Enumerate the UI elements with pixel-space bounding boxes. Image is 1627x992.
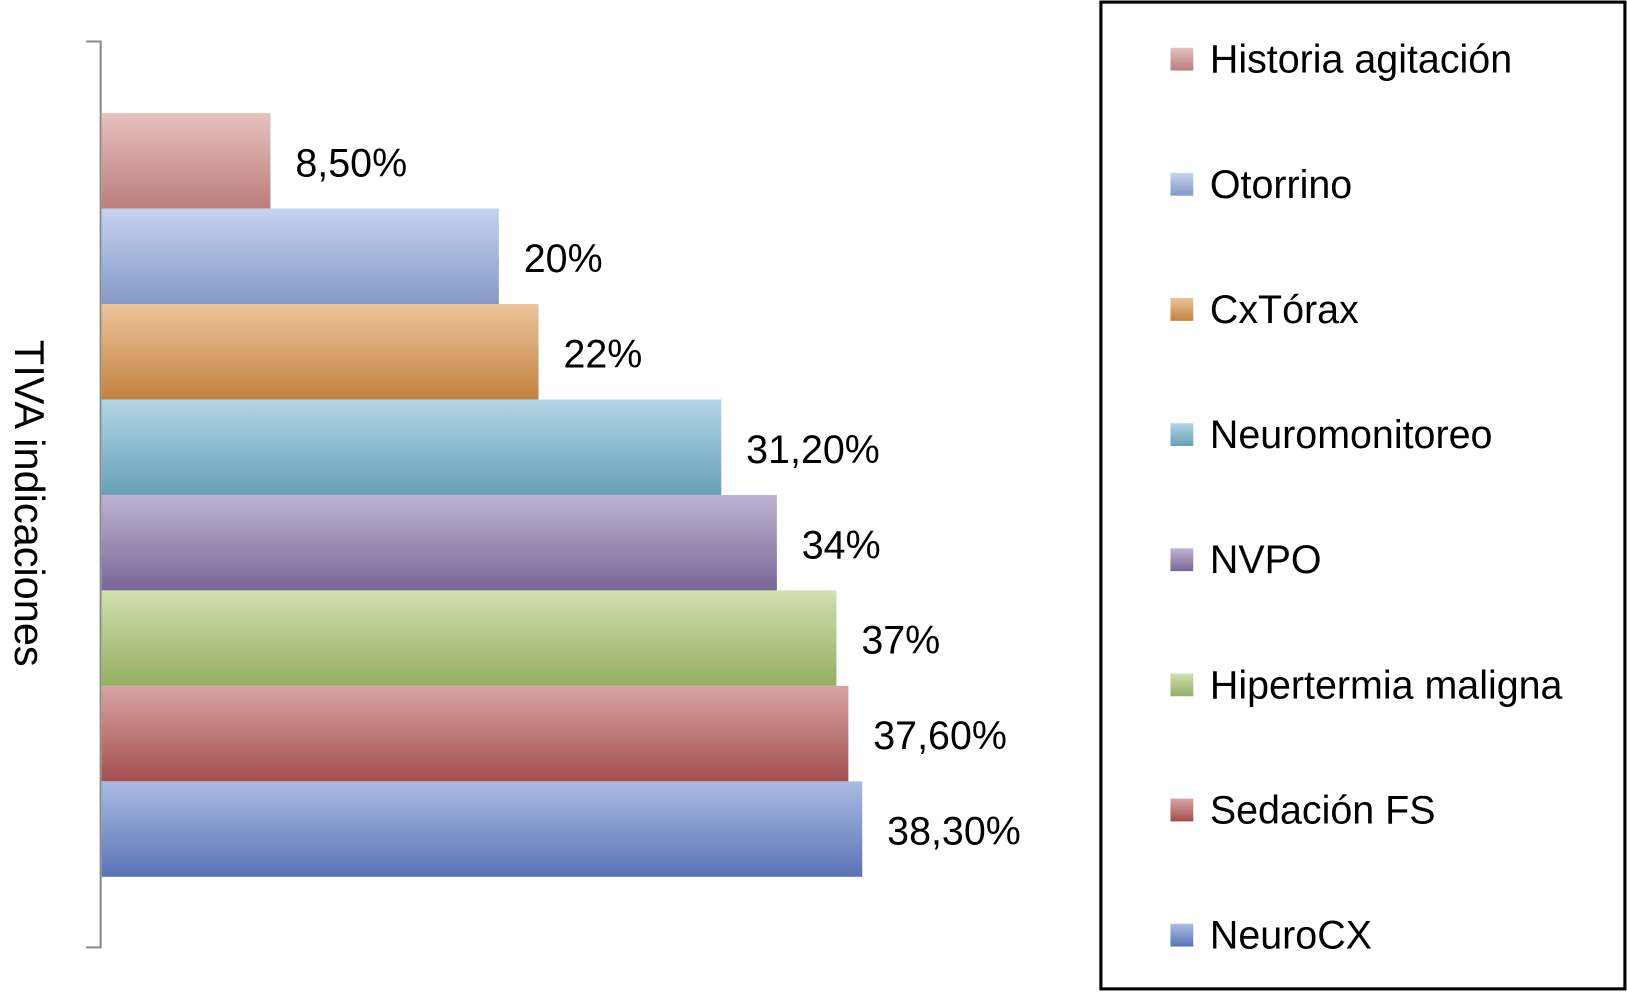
value-label: 37% bbox=[861, 619, 940, 663]
legend-swatch bbox=[1170, 923, 1194, 947]
value-label: 8,50% bbox=[295, 141, 407, 185]
legend-swatch bbox=[1170, 47, 1194, 71]
bar bbox=[101, 113, 271, 209]
legend-label: NVPO bbox=[1210, 538, 1322, 582]
bar bbox=[101, 781, 863, 877]
legend-label: Otorrino bbox=[1210, 163, 1352, 207]
legend-label: Hipertermia maligna bbox=[1210, 663, 1563, 707]
legend-swatch bbox=[1170, 548, 1194, 572]
value-label: 34% bbox=[802, 523, 881, 567]
y-axis-bracket bbox=[86, 40, 102, 949]
legend-swatch bbox=[1170, 423, 1194, 446]
value-label: 38,30% bbox=[887, 810, 1021, 854]
legend-label: Historia agitación bbox=[1210, 38, 1512, 82]
legend-swatch bbox=[1170, 172, 1194, 196]
value-label: 22% bbox=[563, 332, 642, 376]
legend-label: Neuromonitoreo bbox=[1210, 413, 1493, 457]
legend-box bbox=[1099, 0, 1627, 991]
bar bbox=[101, 494, 777, 591]
bar bbox=[101, 685, 849, 782]
legend-swatch bbox=[1170, 673, 1194, 697]
bar bbox=[101, 399, 722, 495]
y-axis-label: TIVA indicaciones bbox=[6, 340, 53, 667]
bar bbox=[101, 208, 499, 305]
legend-label: NeuroCX bbox=[1210, 914, 1372, 958]
bar bbox=[101, 304, 539, 400]
legend-swatch bbox=[1170, 298, 1194, 321]
legend-swatch bbox=[1170, 798, 1194, 822]
value-label: 37,60% bbox=[873, 714, 1007, 758]
value-label: 31,20% bbox=[746, 428, 880, 472]
value-label: 20% bbox=[524, 237, 603, 281]
bar bbox=[101, 590, 837, 686]
legend-label: Sedación FS bbox=[1210, 789, 1436, 833]
legend-label: CxTórax bbox=[1210, 288, 1359, 332]
